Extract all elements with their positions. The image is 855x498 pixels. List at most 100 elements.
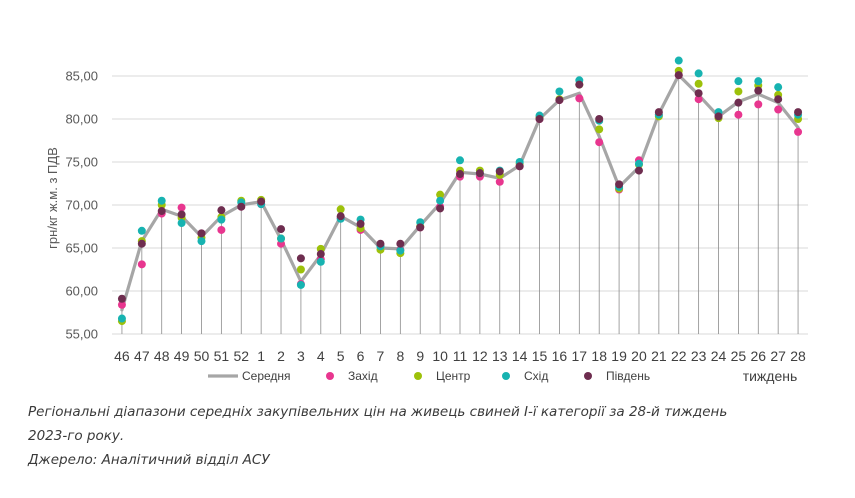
x-tick-label: 7 [377, 348, 385, 364]
x-tick-label: 51 [214, 348, 230, 364]
point-east [157, 196, 166, 205]
x-tick-label: 49 [174, 348, 190, 364]
x-tick-label: 46 [114, 348, 130, 364]
x-tick-label: 23 [691, 348, 707, 364]
point-east [634, 159, 643, 168]
x-tick-label: 50 [194, 348, 210, 364]
x-tick-label: 13 [492, 348, 508, 364]
x-tick-label: 47 [134, 348, 150, 364]
point-center [336, 205, 345, 214]
x-tick-label: 20 [631, 348, 647, 364]
point-south [674, 71, 683, 80]
point-east [774, 83, 783, 92]
y-axis-ticks: 55,00 60,00 65,00 70,00 75,00 80,00 85,00 [65, 69, 98, 342]
point-south [634, 166, 643, 175]
point-west [177, 203, 186, 212]
point-south [734, 98, 743, 107]
x-axis-title: тиждень [743, 368, 798, 384]
point-east [177, 219, 186, 228]
point-south [694, 89, 703, 98]
point-west [794, 127, 803, 136]
point-east [296, 280, 305, 289]
legend-label: Південь [606, 369, 650, 383]
x-tick-label: 28 [790, 348, 806, 364]
point-south [117, 294, 126, 303]
x-tick-label: 25 [731, 348, 747, 364]
legend-swatch [502, 372, 510, 380]
x-tick-label: 12 [472, 348, 488, 364]
y-tick-label: 80,00 [65, 112, 98, 127]
legend-label: Схід [524, 369, 548, 383]
point-south [277, 225, 286, 234]
point-south [296, 254, 305, 263]
y-tick-label: 85,00 [65, 69, 98, 84]
point-south [316, 250, 325, 259]
x-tick-label: 11 [453, 348, 468, 364]
caption: Регіональні діапазони середніх закупівел… [28, 400, 828, 472]
point-south [714, 112, 723, 121]
point-east [217, 215, 226, 224]
point-south [416, 223, 425, 232]
point-east [734, 77, 743, 86]
x-tick-label: 24 [711, 348, 727, 364]
point-south [456, 170, 464, 179]
point-south [157, 207, 166, 216]
x-tick-label: 4 [317, 348, 325, 364]
point-east [436, 196, 445, 205]
point-east [456, 156, 464, 165]
y-tick-label: 55,00 [65, 327, 98, 342]
caption-line-1: Регіональні діапазони середніх закупівел… [28, 404, 728, 420]
point-center [595, 125, 604, 134]
point-south [356, 219, 365, 228]
x-tick-label: 27 [770, 348, 786, 364]
point-center [694, 79, 703, 88]
point-south [595, 115, 604, 123]
x-tick-label: 18 [591, 348, 607, 364]
drop-lines [121, 75, 799, 334]
x-tick-label: 14 [512, 348, 528, 364]
caption-source: Джерело: Аналітичний відділ АСУ [28, 452, 270, 468]
point-west [694, 95, 703, 104]
x-tick-label: 17 [572, 348, 588, 364]
x-tick-label: 16 [552, 348, 568, 364]
point-east [277, 234, 286, 243]
point-south [396, 239, 405, 248]
point-west [575, 94, 584, 103]
x-tick-label: 8 [396, 348, 404, 364]
point-south [754, 86, 763, 95]
legend-label: Середня [242, 369, 291, 383]
point-south [217, 206, 226, 215]
point-south [177, 210, 186, 219]
x-tick-label: 21 [651, 348, 667, 364]
point-south [475, 169, 484, 178]
point-east [396, 246, 405, 255]
x-tick-label: 3 [297, 348, 305, 364]
point-west [595, 138, 604, 147]
series-markers [117, 56, 803, 326]
point-west [754, 100, 763, 109]
point-south [376, 239, 385, 248]
point-south [197, 229, 206, 238]
x-tick-label: 15 [532, 348, 548, 364]
y-tick-label: 75,00 [65, 155, 98, 170]
x-tick-label: 22 [671, 348, 687, 364]
legend-label: Захід [348, 369, 378, 383]
x-tick-label: 26 [750, 348, 766, 364]
x-tick-label: 9 [416, 348, 424, 364]
point-center [436, 190, 445, 199]
point-south [535, 115, 544, 123]
x-tick-label: 1 [257, 348, 265, 364]
point-south [237, 202, 246, 211]
caption-line-2: 2023-го року. [28, 428, 125, 444]
x-tick-label: 10 [432, 348, 448, 364]
legend-label: Центр [436, 369, 471, 383]
legend-swatch [326, 372, 334, 380]
point-west [774, 105, 783, 114]
point-south [555, 96, 564, 105]
point-west [137, 260, 146, 269]
x-tick-label: 5 [337, 348, 345, 364]
point-east [316, 257, 325, 266]
point-east [197, 237, 206, 246]
point-east [674, 56, 683, 65]
